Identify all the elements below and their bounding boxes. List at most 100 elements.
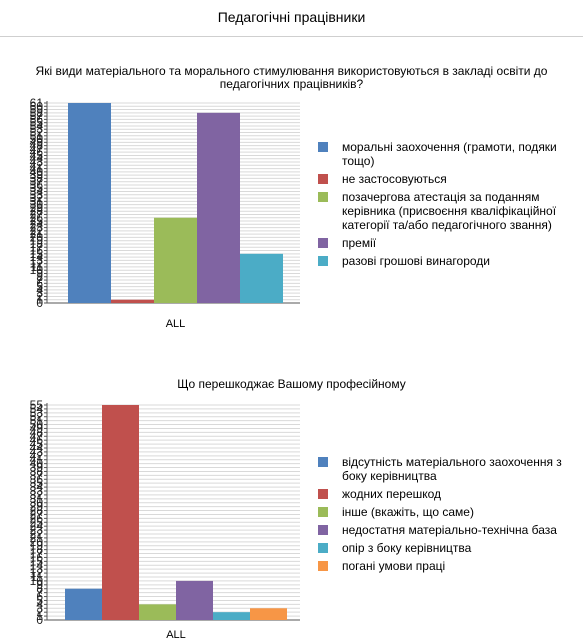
legend-item: моральні заохочення (грамоти, подякитощо… (318, 140, 557, 168)
bar (240, 253, 283, 303)
legend-swatch (318, 543, 328, 553)
bar (68, 103, 111, 303)
gridlines (47, 404, 300, 617)
legend-label: позачергова атестація за поданням (342, 190, 540, 204)
y-tick-label: 8 (36, 582, 43, 596)
y-tick-label: 5 (36, 280, 43, 294)
y-tick-label: 44 (30, 152, 44, 166)
y-tick-label: 31 (30, 194, 44, 208)
y-tick-label: 53 (30, 122, 44, 136)
y-tick-label: 30 (30, 496, 44, 510)
y-tick-label: 47 (30, 142, 44, 156)
y-tick-label: 56 (30, 112, 44, 126)
legend-swatch (318, 561, 328, 571)
bar (213, 612, 250, 620)
legend-label: керівника (присвоєння кваліфікаційної (342, 204, 557, 218)
y-tick-label: 0 (36, 296, 43, 310)
y-tick-label: 20 (30, 230, 44, 244)
y-tick-label: 51 (30, 414, 44, 428)
legend-item: жодних перешкод (318, 487, 441, 501)
legend-item: недостатня матеріально-технічна база (318, 523, 557, 537)
y-tick-label: 29 (30, 201, 44, 215)
legend-swatch (318, 256, 328, 266)
y-tick-label: 9 (36, 266, 43, 280)
bar (176, 580, 213, 620)
y-tick-label: 18 (30, 543, 44, 557)
y-tick-label: 46 (30, 433, 44, 447)
y-tick-label: 59 (30, 103, 44, 117)
legend-label: жодних перешкод (342, 487, 441, 501)
y-tick-label: 15 (30, 554, 44, 568)
y-tick-label: 54 (30, 119, 44, 133)
y-tick-label: 13 (30, 253, 44, 267)
y-tick-label: 55 (30, 116, 44, 130)
legend-item: погані умови праці (318, 559, 445, 573)
y-tick-label: 55 (30, 398, 44, 412)
y-tick-label: 8 (36, 270, 43, 284)
y-tick-label: 18 (30, 237, 44, 251)
y-tick-label: 36 (30, 472, 44, 486)
y-tick-label: 34 (30, 480, 44, 494)
y-tick-label: 42 (30, 158, 44, 172)
y-tick-label: 51 (30, 129, 44, 143)
y-tick-label: 48 (30, 425, 44, 439)
legend-swatch (318, 489, 328, 499)
title-divider (0, 36, 583, 37)
y-tick-label: 32 (30, 488, 44, 502)
y-tick-label: 38 (30, 464, 44, 478)
y-tick-label: 40 (30, 165, 44, 179)
y-tick-label: 17 (30, 547, 44, 561)
y-tick-label: 53 (30, 406, 44, 420)
y-tick-label: 22 (30, 527, 44, 541)
y-tick-label: 12 (30, 257, 44, 271)
bar (154, 217, 197, 303)
y-tick-label: 1 (36, 293, 43, 307)
legend-swatch (318, 507, 328, 517)
legend-item: не застосовуються (318, 172, 447, 186)
y-tick-label: 21 (30, 227, 44, 241)
y-tick-label: 47 (30, 429, 44, 443)
y-tick-label: 33 (30, 484, 44, 498)
y-tick-label: 14 (30, 250, 44, 264)
y-tick-label: 14 (30, 558, 44, 572)
legend-swatch (318, 174, 328, 184)
legend: відсутність матеріального заохочення збо… (318, 455, 562, 573)
y-tick-label: 3 (36, 286, 43, 300)
y-tick-label: 46 (30, 145, 44, 159)
y-tick-label: 5 (36, 593, 43, 607)
y-tick-label: 24 (30, 217, 44, 231)
y-tick-label: 58 (30, 106, 44, 120)
legend-swatch (318, 238, 328, 248)
y-tick-label: 39 (30, 461, 44, 475)
y-tick-label: 4 (36, 597, 43, 611)
legend-label: категорії та/або педагогічного звання) (342, 218, 552, 232)
y-tick-label: 38 (30, 171, 44, 185)
y-tick-label: 12 (30, 566, 44, 580)
chart-title: Що перешкоджає Вашому професійному (177, 377, 406, 391)
y-tick-label: 15 (30, 247, 44, 261)
y-tick-label: 16 (30, 244, 44, 258)
y-tick-label: 41 (30, 453, 44, 467)
y-tick-label: 26 (30, 211, 44, 225)
y-tick-label: 25 (30, 214, 44, 228)
y-tick-label: 50 (30, 132, 44, 146)
y-tick-label: 34 (30, 185, 44, 199)
y-tick-label: 49 (30, 135, 44, 149)
y-tick-label: 7 (36, 586, 43, 600)
legend-label: боку керівництва (342, 469, 437, 483)
y-tick-label: 21 (30, 531, 44, 545)
y-tick-labels: 0123456789101112131415161718192021222324… (30, 398, 47, 627)
legend-swatch (318, 142, 328, 152)
y-tick-label: 37 (30, 175, 44, 189)
y-tick-label: 49 (30, 421, 44, 435)
page-title: Педагогічні працівники (217, 9, 366, 25)
y-tick-label: 28 (30, 504, 44, 518)
y-tick-label: 11 (31, 570, 44, 584)
y-tick-label: 52 (30, 410, 44, 424)
y-tick-label: 27 (30, 207, 44, 221)
y-tick-label: 48 (30, 139, 44, 153)
y-tick-label: 20 (30, 535, 44, 549)
legend-item: премії (318, 236, 377, 250)
y-tick-label: 13 (30, 562, 44, 576)
